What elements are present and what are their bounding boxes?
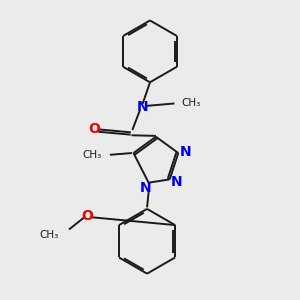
Text: O: O [88, 122, 100, 136]
Text: CH₃: CH₃ [83, 150, 102, 161]
Text: CH₃: CH₃ [40, 230, 59, 240]
Text: N: N [170, 175, 182, 189]
Text: CH₃: CH₃ [181, 98, 200, 108]
Text: N: N [137, 100, 148, 114]
Text: O: O [81, 209, 93, 223]
Text: N: N [140, 181, 152, 195]
Text: N: N [179, 145, 191, 159]
